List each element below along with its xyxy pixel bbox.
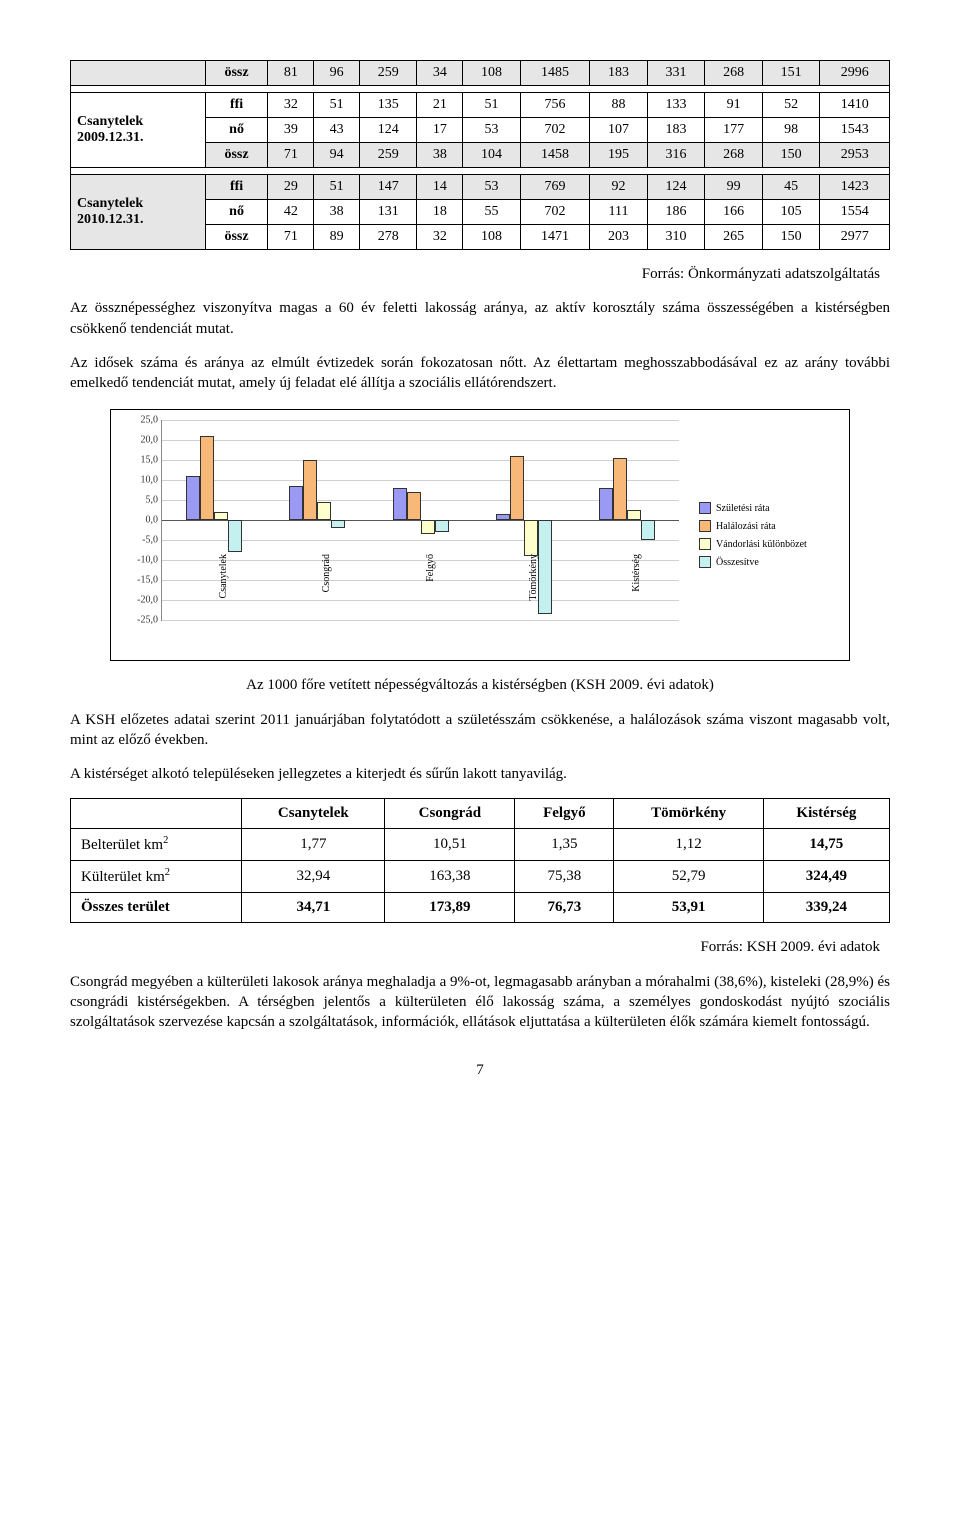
page-number: 7 — [70, 1062, 890, 1079]
bar — [613, 458, 627, 520]
bar — [435, 520, 449, 532]
paragraph-3: A KSH előzetes adatai szerint 2011 januá… — [70, 710, 890, 751]
bar — [303, 460, 317, 520]
bar — [407, 492, 421, 520]
chart-x-label: Tömörkény — [528, 554, 539, 624]
bar — [641, 520, 655, 540]
paragraph-5: Csongrád megyében a külterületi lakosok … — [70, 972, 890, 1033]
source-line-2: Forrás: KSH 2009. évi adatok — [70, 937, 880, 957]
chart-x-label: Csanytelek — [218, 554, 229, 624]
legend-item: Születési ráta — [699, 502, 839, 514]
bar — [599, 488, 613, 520]
bar — [200, 436, 214, 520]
area-table: CsanytelekCsongrádFelgyőTömörkényKistérs… — [70, 798, 890, 923]
legend-item: Halálozási ráta — [699, 520, 839, 532]
bar — [524, 520, 538, 556]
population-change-chart: -25,0-20,0-15,0-10,0-5,00,05,010,015,020… — [110, 409, 850, 661]
chart-caption: Az 1000 főre vetített népességváltozás a… — [70, 675, 890, 695]
bar — [393, 488, 407, 520]
population-table: össz81962593410814851833312681512996Csan… — [70, 60, 890, 250]
legend-item: Összesítve — [699, 556, 839, 568]
bar — [627, 510, 641, 520]
paragraph-2: Az idősek száma és aránya az elmúlt évti… — [70, 353, 890, 394]
bar — [289, 486, 303, 520]
source-line-1: Forrás: Önkormányzati adatszolgáltatás — [70, 264, 880, 284]
chart-x-label: Kistérség — [631, 554, 642, 624]
bar — [538, 520, 552, 614]
chart-x-label: Felgyő — [425, 554, 436, 624]
bar — [331, 520, 345, 528]
chart-legend: Születési ráta Halálozási ráta Vándorlási … — [699, 496, 839, 574]
bar — [214, 512, 228, 520]
bar — [228, 520, 242, 552]
bar — [510, 456, 524, 520]
bar — [186, 476, 200, 520]
legend-item: Vándorlási különbözet — [699, 538, 839, 550]
paragraph-4: A kistérséget alkotó településeken jelle… — [70, 764, 890, 784]
bar — [496, 514, 510, 520]
chart-x-label: Csongrád — [321, 554, 332, 624]
paragraph-1: Az össznépességhez viszonyítva magas a 6… — [70, 298, 890, 339]
bar — [317, 502, 331, 520]
bar — [421, 520, 435, 534]
